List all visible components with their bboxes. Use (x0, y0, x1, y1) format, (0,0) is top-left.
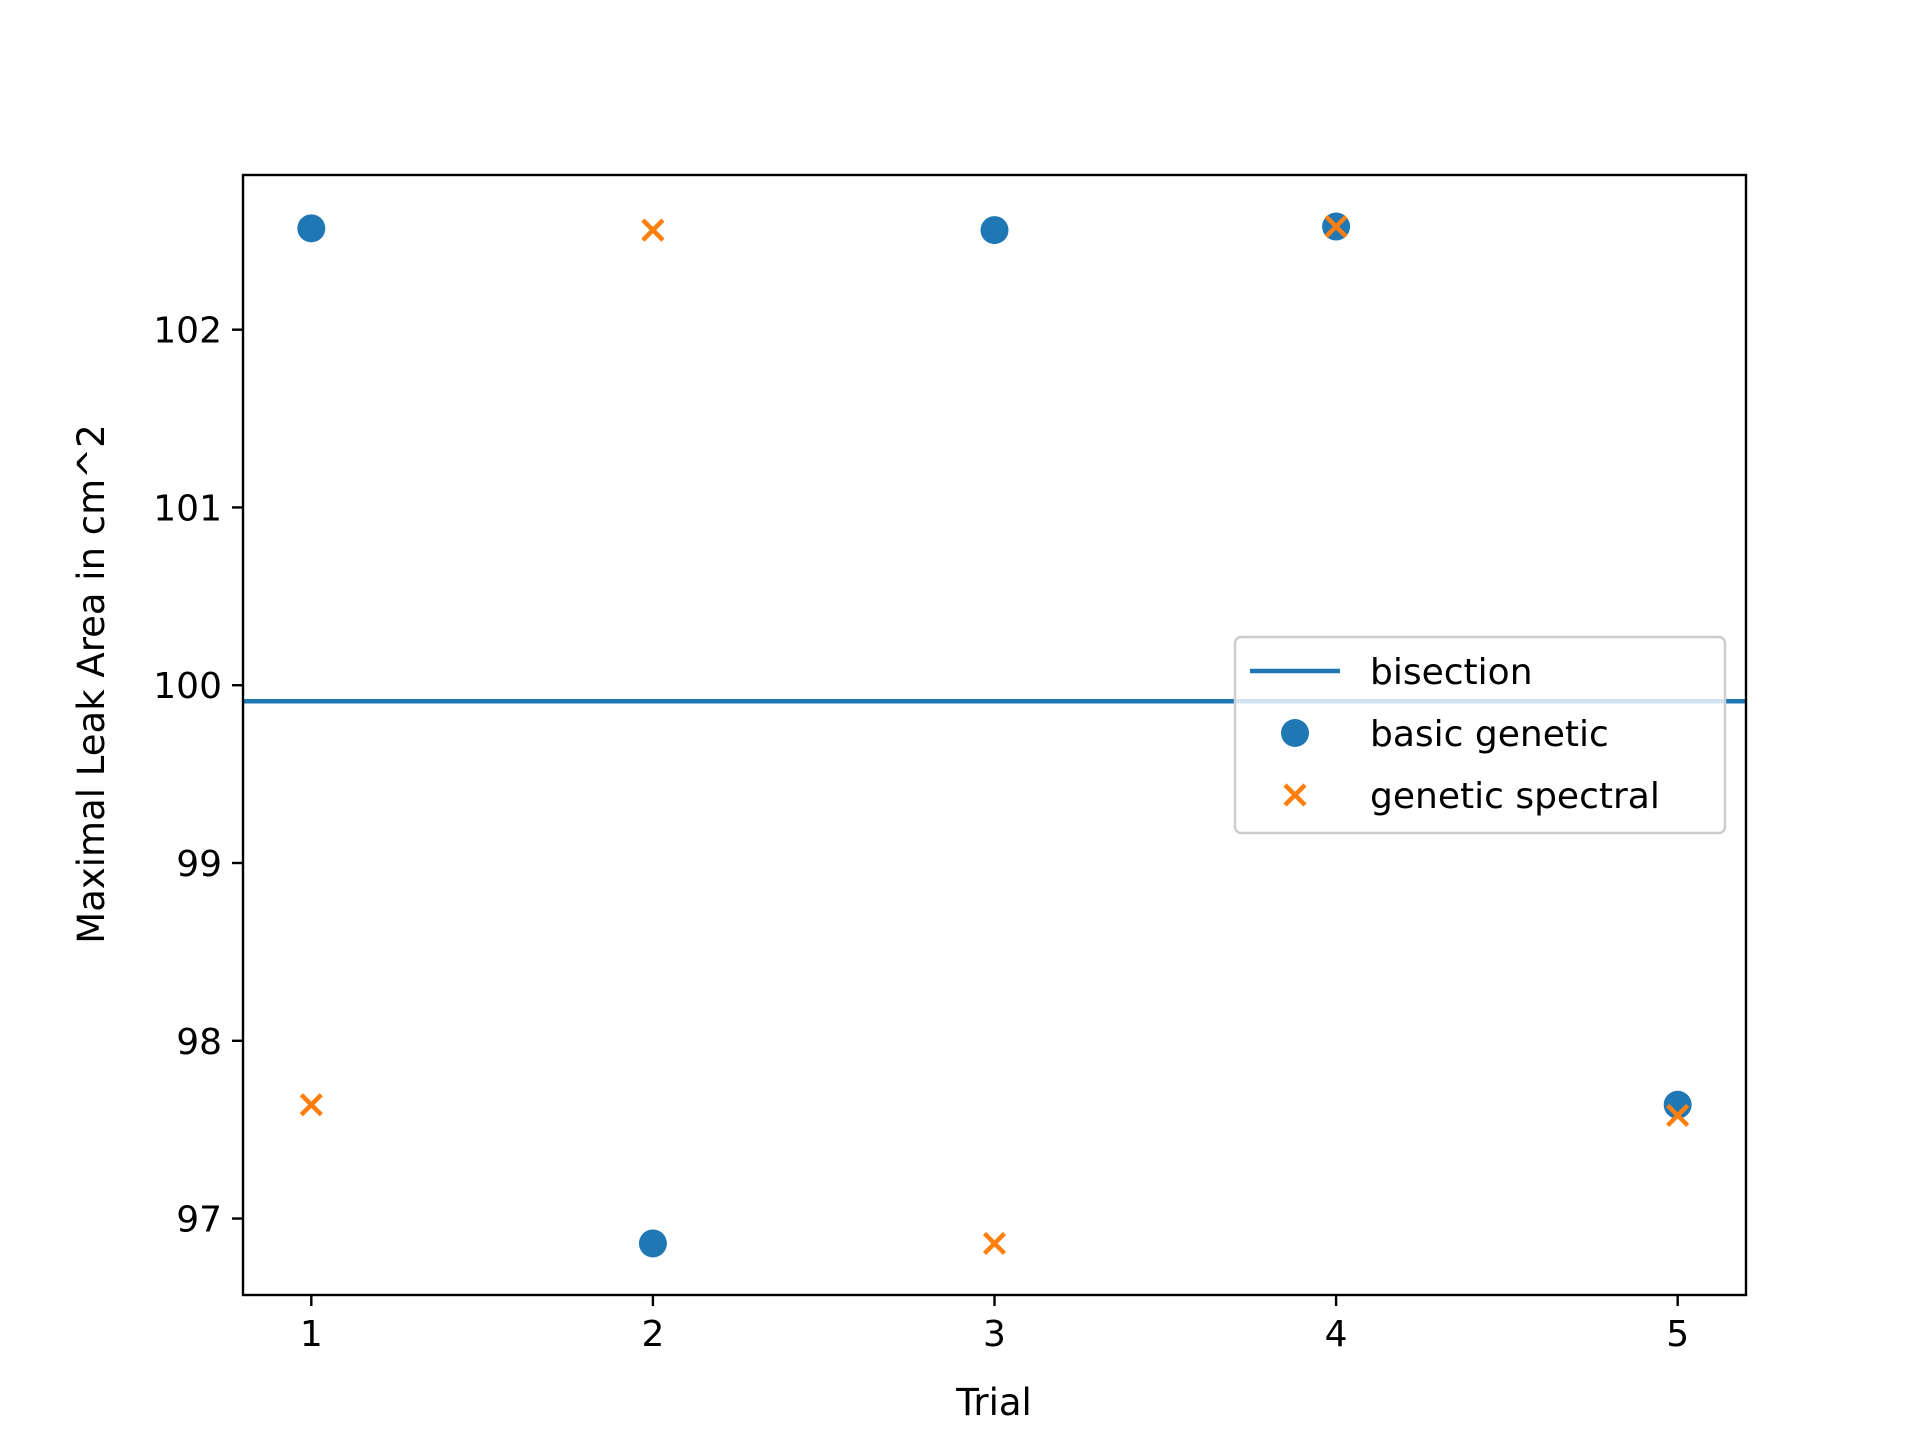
y-tick-label: 100 (153, 666, 222, 707)
genetic-spectral-point (299, 1093, 323, 1117)
basic-genetic-point (1663, 1090, 1692, 1119)
y-tick-label: 101 (153, 488, 222, 529)
y-tick-label: 102 (153, 311, 222, 352)
legend-label: bisection (1370, 652, 1533, 693)
genetic-spectral-point (982, 1231, 1007, 1256)
y-axis-label: Maximal Leak Area in cm^2 (70, 424, 113, 943)
genetic-spectral-point (641, 218, 665, 242)
legend-item: bisection (1250, 652, 1533, 693)
y-tick-label: 97 (176, 1200, 222, 1241)
legend: bisection basic genetic genetic spectral (1233, 635, 1727, 835)
x-tick-label: 4 (1325, 1314, 1348, 1355)
legend-label: genetic spectral (1370, 776, 1660, 817)
genetic-spectral-point-stroke (1324, 214, 1348, 239)
basic-genetic-point (638, 1229, 667, 1258)
legend-item: basic genetic (1281, 714, 1609, 755)
genetic-spectral-point-stroke (982, 1231, 1007, 1256)
genetic-spectral-point-stroke (641, 218, 665, 242)
genetic-spectral-point (1324, 214, 1348, 239)
y-tick-label: 98 (176, 1022, 222, 1063)
y-tick-label: 99 (176, 844, 222, 885)
genetic-spectral-point-stroke (299, 1093, 323, 1117)
x-tick-label: 2 (641, 1314, 664, 1355)
basic-genetic-point (980, 216, 1009, 245)
basic-genetic-point (297, 214, 326, 243)
legend-item: genetic spectral (1283, 776, 1660, 817)
axes: 1 2 3 4 5 97 98 99 100 101 102 (153, 173, 1748, 1355)
legend-circle-swatch (1281, 719, 1309, 747)
x-axis-label: Trial (955, 1381, 1032, 1424)
legend-box (1233, 635, 1727, 835)
x-tick-label: 1 (300, 1314, 323, 1355)
legend-label: basic genetic (1370, 714, 1609, 755)
x-tick-label: 3 (983, 1314, 1006, 1355)
legend-x-swatch (1283, 783, 1307, 807)
x-tick-label: 5 (1666, 1314, 1689, 1355)
genetic-spectral-point-stroke (1666, 1103, 1690, 1128)
genetic-spectral-point (1666, 1103, 1690, 1128)
